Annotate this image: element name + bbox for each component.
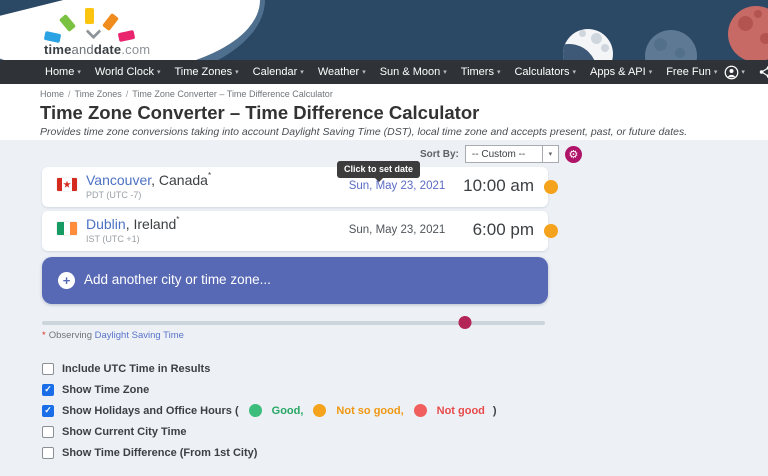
checkbox-show-time-zone[interactable]: ✓: [42, 383, 54, 396]
breadcrumb-current[interactable]: Time Zone Converter – Time Difference Ca…: [132, 89, 333, 99]
city-name-line: Dublin, Ireland*: [86, 215, 180, 232]
account-button[interactable]: ▾: [724, 65, 745, 80]
settings-button[interactable]: ⚙: [564, 145, 582, 163]
nav-item-calculators[interactable]: Calculators ▾: [514, 66, 577, 78]
gear-icon: ⚙: [568, 148, 579, 161]
chevron-down-icon: ▾: [235, 69, 239, 76]
option-show-time-zone: ✓ Show Time Zone: [42, 383, 497, 396]
moon-illustration-red: [728, 6, 768, 60]
nav-item-weather[interactable]: Weather ▾: [317, 66, 366, 78]
slider-handle[interactable]: [458, 316, 472, 329]
checkbox-show-time-difference[interactable]: ✓: [42, 446, 54, 459]
sort-select[interactable]: -- Custom -- ▾: [464, 145, 559, 163]
add-city-button[interactable]: + Add another city or time zone...: [42, 257, 548, 304]
page-title: Time Zone Converter – Time Difference Ca…: [40, 102, 480, 123]
nav-item-sun-moon[interactable]: Sun & Moon ▾: [379, 66, 447, 78]
not-good-label: Not good: [436, 404, 485, 417]
not-so-good-dot: [313, 404, 327, 417]
city-row-vancouver: Vancouver, Canada* PDT (UTC -7) Sun, May…: [42, 167, 558, 207]
city-link-vancouver[interactable]: Vancouver: [86, 172, 152, 188]
breadcrumb-time-zones[interactable]: Time Zones: [74, 89, 122, 99]
time-value-vancouver[interactable]: 10:00 am: [463, 176, 534, 195]
share-button[interactable]: [758, 65, 768, 79]
good-dot: [248, 404, 262, 417]
nav-item-time-zones[interactable]: Time Zones ▾: [174, 66, 239, 78]
main-navigation: Home ▾ World Clock ▾ Time Zones ▾ Calendar ▾…: [0, 60, 768, 84]
status-dot: [544, 180, 558, 194]
checkbox-include-utc[interactable]: ✓: [42, 362, 54, 375]
set-date-tooltip: Click to set date: [337, 161, 421, 182]
chevron-down-icon: ▾: [77, 69, 81, 76]
chevron-down-icon: ▾: [648, 69, 653, 76]
chevron-down-icon: ▾: [362, 69, 366, 76]
intro-section: Home / Time Zones / Time Zone Converter – Ti…: [0, 84, 768, 140]
maple-leaf-icon: [63, 180, 71, 188]
chevron-down-icon: ▾: [741, 69, 745, 76]
logo-wordmark: timeanddate.com: [44, 42, 151, 57]
breadcrumb: Home / Time Zones / Time Zone Converter – Ti…: [40, 89, 333, 99]
nav-item-timers[interactable]: Timers ▾: [460, 66, 501, 78]
options-list: ✓ Include UTC Time in Results ✓ Show Tim…: [42, 362, 497, 459]
moon-illustration-white: [563, 29, 613, 60]
option-include-utc: ✓ Include UTC Time in Results: [42, 362, 497, 375]
logo-ray-yellow: [85, 8, 94, 24]
ireland-flag-icon: [57, 222, 77, 235]
option-show-holidays: ✓ Show Holidays and Office Hours ( Good,…: [42, 404, 497, 417]
chevron-down-icon: ▾: [496, 69, 501, 76]
logo-checkmark-icon: [85, 23, 102, 40]
chevron-down-icon: ▾: [713, 69, 718, 76]
dst-note: * Observing Daylight Saving Time: [42, 330, 184, 341]
share-icon: [758, 65, 768, 79]
city-row-dublin: Dublin, Ireland* IST (UTC +1) Sun, May 2…: [42, 211, 558, 251]
logo-ray-pink: [117, 29, 136, 43]
good-label: Good,: [271, 404, 304, 417]
converter-panel: Sort By: -- Custom -- ▾ ⚙ Click to set d…: [0, 140, 768, 476]
site-logo[interactable]: timeanddate.com: [42, 4, 192, 58]
chevron-down-icon: ▾: [541, 146, 558, 162]
city-link-dublin[interactable]: Dublin: [86, 216, 126, 232]
sort-select-value: -- Custom --: [471, 148, 526, 160]
nav-item-free-fun[interactable]: Free Fun ▾: [666, 66, 718, 78]
city-name-line: Vancouver, Canada*: [86, 171, 212, 188]
date-link-dublin[interactable]: Sun, May 23, 2021: [348, 224, 446, 236]
timezone-label: IST (UTC +1): [86, 234, 140, 244]
breadcrumb-home[interactable]: Home: [40, 89, 65, 99]
dst-marker: *: [207, 171, 212, 180]
logo-ray-orange: [102, 12, 119, 32]
chevron-down-icon: ▾: [572, 69, 577, 76]
option-show-current-city-time: ✓ Show Current City Time: [42, 425, 497, 438]
chevron-down-icon: ▾: [156, 69, 161, 76]
chevron-down-icon: ▾: [443, 69, 447, 76]
plus-icon: +: [58, 272, 75, 289]
site-header: timeanddate.com: [0, 0, 768, 60]
logo-ray-green: [58, 13, 77, 33]
sort-by-label: Sort By:: [420, 148, 459, 160]
add-city-label: Add another city or time zone...: [84, 272, 271, 287]
checkbox-show-holidays[interactable]: ✓: [42, 404, 54, 417]
chevron-down-icon: ▾: [300, 69, 304, 76]
nav-item-apps-api[interactable]: Apps & API ▾: [590, 66, 653, 78]
option-show-time-difference: ✓ Show Time Difference (From 1st City): [42, 446, 497, 459]
nav-item-calendar[interactable]: Calendar ▾: [252, 66, 304, 78]
nav-item-home[interactable]: Home ▾: [45, 66, 81, 78]
date-link-vancouver[interactable]: Sun, May 23, 2021: [348, 180, 446, 192]
sort-controls: Sort By: -- Custom -- ▾ ⚙: [420, 145, 582, 163]
canada-flag-icon: [57, 178, 77, 191]
page-subtitle: Provides time zone conversions taking in…: [40, 126, 688, 138]
time-value-dublin[interactable]: 6:00 pm: [472, 220, 534, 239]
timezone-label: PDT (UTC -7): [86, 190, 142, 200]
checkbox-show-current-city-time[interactable]: ✓: [42, 425, 54, 438]
moon-illustration-gray: [645, 30, 697, 60]
status-dot: [544, 224, 558, 238]
not-good-dot: [413, 404, 427, 417]
dst-link[interactable]: Daylight Saving Time: [94, 330, 184, 341]
time-slider-track[interactable]: [42, 316, 545, 329]
nav-item-world-clock[interactable]: World Clock ▾: [94, 66, 161, 78]
account-icon: [724, 65, 739, 80]
dst-marker: *: [176, 215, 180, 224]
not-so-good-label: Not so good,: [336, 404, 404, 417]
